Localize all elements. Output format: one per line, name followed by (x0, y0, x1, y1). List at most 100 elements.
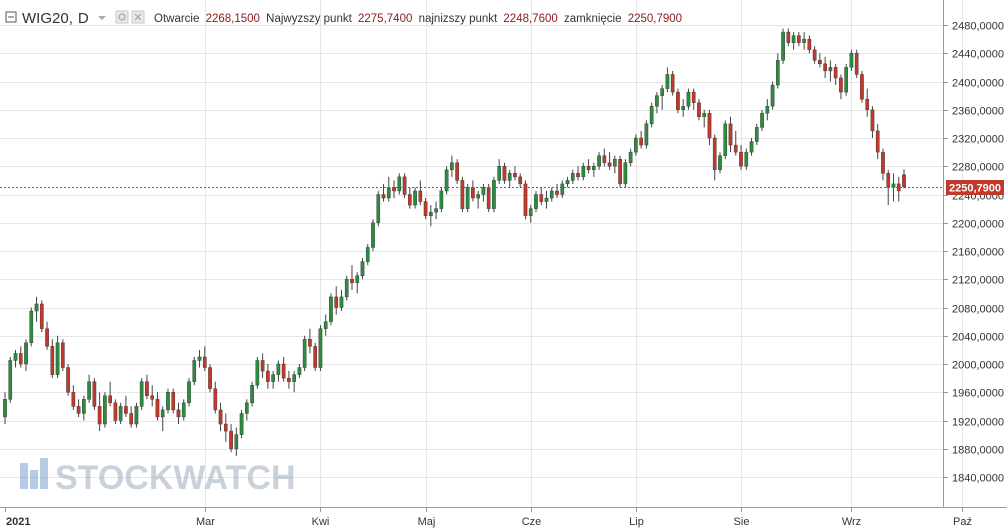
candle[interactable] (55, 335, 60, 379)
candle[interactable] (602, 148, 607, 167)
candle[interactable] (560, 180, 565, 199)
candle[interactable] (13, 349, 18, 368)
candle[interactable] (223, 413, 228, 442)
candle[interactable] (854, 49, 859, 78)
candle[interactable] (287, 371, 291, 389)
candle[interactable] (781, 28, 785, 64)
candle[interactable] (502, 162, 507, 184)
candle[interactable] (150, 385, 155, 407)
candle[interactable] (707, 109, 712, 146)
candle[interactable] (723, 120, 728, 160)
candle[interactable] (24, 339, 28, 372)
candle[interactable] (860, 70, 864, 103)
candle[interactable] (3, 392, 7, 425)
candle[interactable] (145, 374, 149, 400)
candle[interactable] (376, 190, 381, 227)
candle[interactable] (807, 35, 812, 54)
candle[interactable] (797, 32, 801, 47)
candle[interactable] (697, 99, 701, 121)
candle[interactable] (92, 378, 97, 410)
candle[interactable] (82, 395, 86, 421)
candle[interactable] (739, 145, 743, 170)
candle[interactable] (371, 219, 375, 251)
candle[interactable] (565, 176, 570, 188)
candle[interactable] (266, 364, 270, 389)
candle[interactable] (71, 385, 76, 410)
candle[interactable] (623, 159, 628, 188)
candle[interactable] (791, 32, 796, 50)
candle[interactable] (45, 321, 49, 350)
candle[interactable] (134, 402, 139, 428)
candle[interactable] (434, 201, 438, 220)
candle[interactable] (539, 187, 544, 206)
candle[interactable] (576, 166, 580, 181)
candle[interactable] (481, 183, 486, 202)
candle[interactable] (786, 28, 791, 47)
candle[interactable] (534, 190, 538, 213)
candle[interactable] (607, 152, 612, 170)
candle[interactable] (429, 205, 433, 227)
candle[interactable] (597, 152, 601, 170)
candle[interactable] (113, 399, 118, 425)
candle[interactable] (334, 286, 339, 315)
candle[interactable] (849, 49, 854, 71)
candle[interactable] (155, 392, 160, 421)
candle[interactable] (139, 378, 144, 410)
candle[interactable] (712, 134, 717, 181)
candle[interactable] (618, 155, 622, 188)
candle[interactable] (344, 275, 349, 301)
candle[interactable] (754, 123, 759, 146)
candle[interactable] (323, 314, 328, 336)
candle[interactable] (450, 155, 454, 177)
candle[interactable] (865, 88, 870, 117)
candle[interactable] (775, 53, 780, 89)
candle[interactable] (407, 187, 412, 209)
candle[interactable] (118, 402, 123, 425)
candle[interactable] (749, 138, 754, 156)
candle[interactable] (397, 173, 402, 195)
candle[interactable] (239, 409, 244, 439)
candle[interactable] (444, 166, 449, 195)
candle[interactable] (418, 180, 423, 206)
candle[interactable] (544, 190, 549, 209)
candle[interactable] (50, 339, 55, 379)
candle[interactable] (665, 67, 670, 93)
candle[interactable] (386, 176, 391, 202)
candle[interactable] (660, 85, 664, 110)
candle[interactable] (455, 159, 459, 184)
candle[interactable] (181, 399, 186, 421)
candle[interactable] (870, 106, 875, 138)
candle[interactable] (476, 190, 480, 209)
candle[interactable] (881, 148, 885, 181)
candle[interactable] (355, 272, 360, 294)
candle[interactable] (733, 130, 738, 156)
candle[interactable] (218, 402, 223, 432)
candle[interactable] (507, 169, 512, 188)
candle[interactable] (555, 183, 559, 199)
candle[interactable] (465, 183, 470, 213)
candle[interactable] (66, 364, 70, 396)
candle[interactable] (523, 180, 528, 220)
candle[interactable] (108, 381, 112, 407)
candle[interactable] (823, 56, 827, 78)
candle[interactable] (308, 328, 312, 354)
candle[interactable] (812, 46, 817, 64)
candle[interactable] (497, 159, 502, 184)
candle[interactable] (586, 159, 591, 174)
candle[interactable] (302, 335, 307, 372)
candle[interactable] (61, 339, 65, 372)
candle[interactable] (103, 392, 107, 428)
candle[interactable] (97, 392, 102, 432)
candle[interactable] (365, 243, 370, 266)
candle[interactable] (518, 173, 523, 188)
candle[interactable] (613, 155, 617, 174)
y-axis[interactable]: 1840,0000 1880,0000 1920,0000 1960,0000 2000… (943, 21, 1004, 485)
candle[interactable] (166, 388, 170, 414)
candle[interactable] (350, 265, 354, 290)
candle[interactable] (681, 99, 686, 117)
candle[interactable] (896, 176, 901, 202)
candle[interactable] (628, 148, 633, 167)
candle[interactable] (818, 53, 822, 68)
candle[interactable] (245, 399, 249, 421)
candle[interactable] (18, 346, 23, 368)
